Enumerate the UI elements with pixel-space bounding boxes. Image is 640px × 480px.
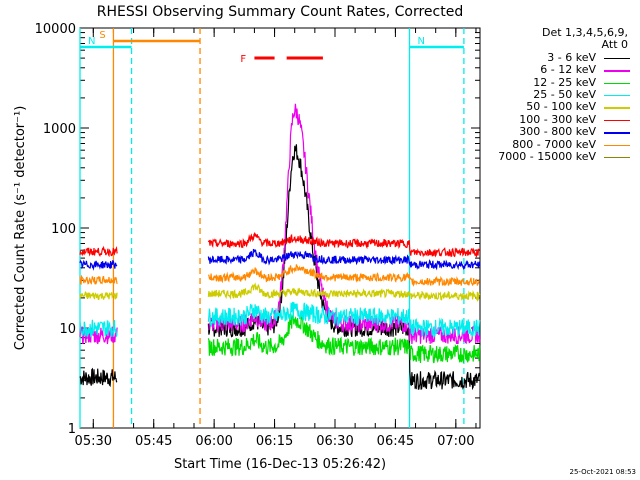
series-line-25-50-kev [79, 319, 118, 338]
series-line-300-800-kev [79, 259, 118, 271]
legend-swatch [604, 156, 630, 159]
legend-entry: 25 - 50 keV [480, 87, 636, 101]
y-tick-label: 10 [59, 322, 76, 337]
x-tick-label: 07:00 [437, 434, 474, 449]
legend-swatch [604, 57, 630, 60]
legend-label: 300 - 800 keV [519, 125, 596, 139]
legend-label: 3 - 6 keV [547, 50, 596, 64]
flag-label: N [418, 36, 425, 47]
legend-swatch [604, 94, 630, 97]
legend-header-line-2: Att 0 [601, 38, 628, 52]
x-axis-label: Start Time (16-Dec-13 05:26:42) [174, 457, 386, 472]
flag-label: F [240, 54, 246, 65]
y-tick-label: 100 [51, 222, 76, 237]
legend-swatch [604, 144, 630, 147]
legend-entry: 3 - 6 keV [480, 50, 636, 64]
legend-label: 50 - 100 keV [526, 100, 596, 114]
series-line-800-7000-kev [79, 274, 118, 286]
series-line-25-50-kev [207, 301, 481, 339]
plot-frame [79, 27, 481, 429]
y-tick-label: 10000 [35, 22, 76, 37]
legend-label: 12 - 25 keV [533, 75, 596, 89]
x-tick-label: 05:45 [135, 434, 172, 449]
x-tick-label: 06:00 [195, 434, 232, 449]
series-line-300-800-kev [207, 248, 481, 271]
legend-entry: 6 - 12 keV [480, 64, 636, 76]
series-line-100-300-kev [207, 231, 481, 258]
legend-entry: 7000 - 15000 keV [480, 149, 636, 163]
series-line-50-100-kev [207, 282, 481, 302]
legend-swatch [604, 70, 630, 72]
legend-swatch [604, 107, 630, 109]
series-line-3-6-kev [207, 144, 481, 391]
legend-entry: 800 - 7000 keV [480, 137, 636, 151]
x-tick-label: 06:15 [256, 434, 293, 449]
legend-entry: 12 - 25 keV [480, 75, 636, 89]
x-tick-label: 05:30 [75, 434, 112, 449]
series-line-800-7000-kev [207, 264, 481, 287]
legend-swatch [604, 119, 630, 122]
legend-label: 800 - 7000 keV [512, 137, 596, 151]
series-line-50-100-kev [79, 291, 118, 301]
chart-title: RHESSI Observing Summary Count Rates, Co… [97, 4, 463, 20]
y-axis-label: Corrected Count Rate (s⁻¹ detector⁻¹) [13, 106, 28, 351]
x-tick-label: 06:30 [316, 434, 353, 449]
legend-label: 6 - 12 keV [540, 63, 596, 77]
flag-label: S [99, 30, 105, 41]
x-tick-label: 06:45 [377, 434, 414, 449]
legend-header-line-1: Det 1,3,4,5,6,9, [541, 26, 628, 39]
legend-entry: 50 - 100 keV [480, 101, 636, 113]
timestamp: 25-Oct-2021 08:53 [569, 468, 636, 476]
series-line-6-12-kev [208, 103, 481, 345]
series-group [79, 103, 481, 391]
legend-entry: 100 - 300 keV [480, 112, 636, 126]
legend-label: 25 - 50 keV [533, 87, 596, 101]
series-line-12-25-kev [207, 313, 481, 364]
chart-legend: Det 1,3,4,5,6,9, Att 0 3 - 6 keV 6 - 12 k… [480, 26, 636, 163]
series-line-100-300-kev [79, 245, 118, 258]
legend-entry: 300 - 800 keV [480, 125, 636, 139]
y-tick-label: 1 [68, 422, 76, 437]
flag-label: N [88, 36, 95, 47]
legend-swatch [604, 82, 630, 85]
legend-swatch [604, 132, 630, 134]
series-line-3-6-kev [79, 367, 118, 388]
legend-label: 100 - 300 keV [519, 112, 596, 126]
legend-label: 7000 - 15000 keV [498, 149, 596, 163]
y-tick-label: 1000 [43, 122, 76, 137]
